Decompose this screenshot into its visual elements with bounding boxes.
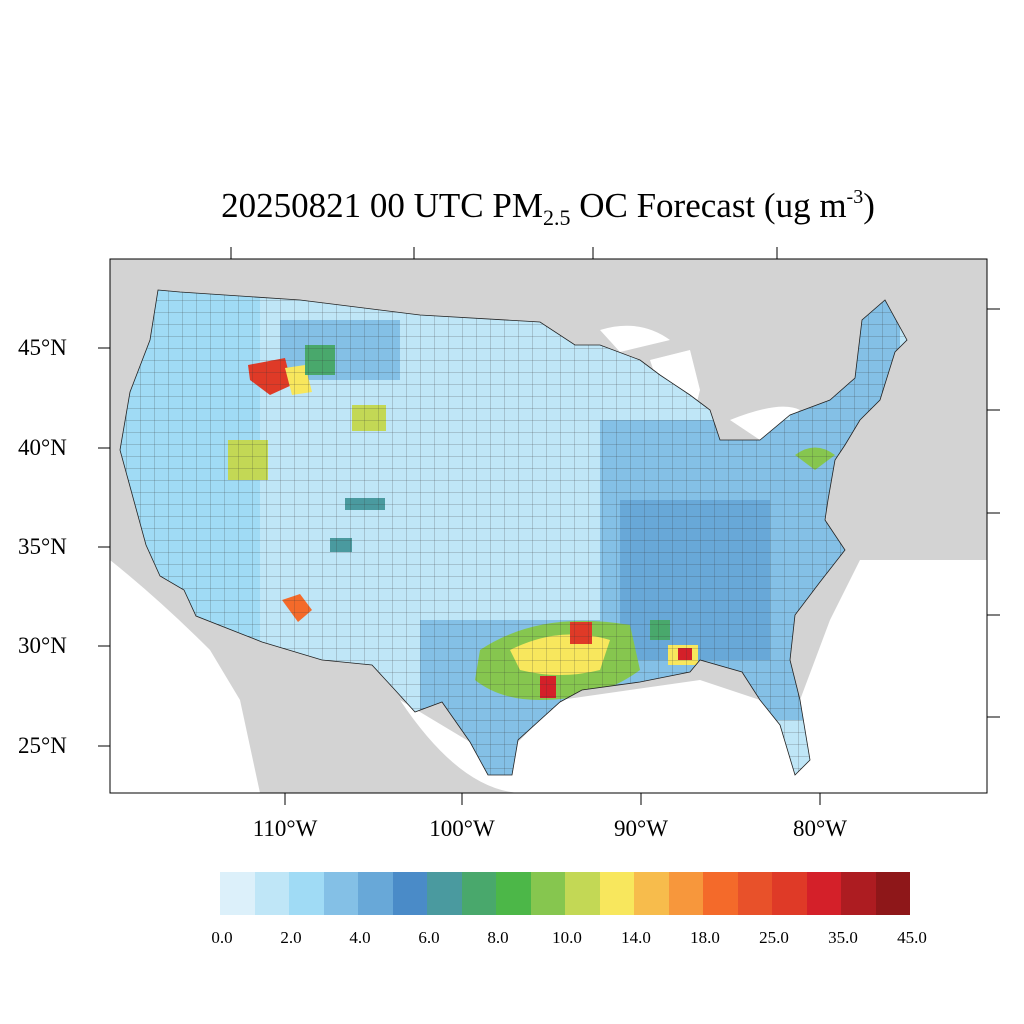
colorbar-swatch <box>289 872 324 915</box>
lat-label: 45°N <box>18 335 67 360</box>
map-title: 20250821 00 UTC PM2.5 OC Forecast (ug m-… <box>221 186 875 230</box>
colorbar-label: 35.0 <box>828 928 858 947</box>
colorbar-label: 6.0 <box>418 928 440 947</box>
colorbar-label: 18.0 <box>690 928 720 947</box>
colorbar-swatch <box>358 872 393 915</box>
colorbar-label: 25.0 <box>759 928 789 947</box>
map-area <box>110 259 987 793</box>
colorbar-swatch <box>392 872 427 915</box>
colorbar-swatch <box>841 872 876 915</box>
colorbar-swatch <box>461 872 496 915</box>
map-frame <box>109 258 988 794</box>
colorbar-label: 2.0 <box>280 928 302 947</box>
colorbar-swatch <box>703 872 738 915</box>
colorbar-swatch <box>427 872 462 915</box>
lon-label: 110°W <box>252 816 318 841</box>
colorbar-swatch <box>634 872 669 915</box>
colorbar-swatch <box>599 872 634 915</box>
pacific-ocean <box>110 560 260 793</box>
colorbar-swatch <box>254 872 289 915</box>
colorbar <box>220 872 910 915</box>
gulf-atlantic-water <box>400 560 987 793</box>
colorbar-label: 45.0 <box>897 928 927 947</box>
colorbar-swatch <box>220 872 255 915</box>
colorbar-swatch <box>772 872 807 915</box>
axis-ticks <box>98 247 1000 805</box>
colorbar-swatch <box>668 872 703 915</box>
colorbar-swatch <box>565 872 600 915</box>
colorbar-label: 4.0 <box>349 928 371 947</box>
lon-label: 90°W <box>614 816 668 841</box>
great-lakes <box>600 325 800 440</box>
lat-label: 30°N <box>18 633 67 658</box>
colorbar-label: 8.0 <box>487 928 509 947</box>
colorbar-label: 14.0 <box>621 928 651 947</box>
lon-label: 100°W <box>429 816 495 841</box>
lat-label: 40°N <box>18 435 67 460</box>
colorbar-swatch <box>530 872 565 915</box>
colorbar-label: 10.0 <box>552 928 582 947</box>
colorbar-swatch <box>806 872 841 915</box>
colorbar-swatch <box>875 872 910 915</box>
lon-label: 80°W <box>793 816 847 841</box>
colorbar-label: 0.0 <box>211 928 233 947</box>
lat-label: 25°N <box>18 733 67 758</box>
lat-label: 35°N <box>18 534 67 559</box>
colorbar-swatch <box>737 872 772 915</box>
colorbar-swatch <box>496 872 531 915</box>
colorbar-swatch <box>323 872 358 915</box>
